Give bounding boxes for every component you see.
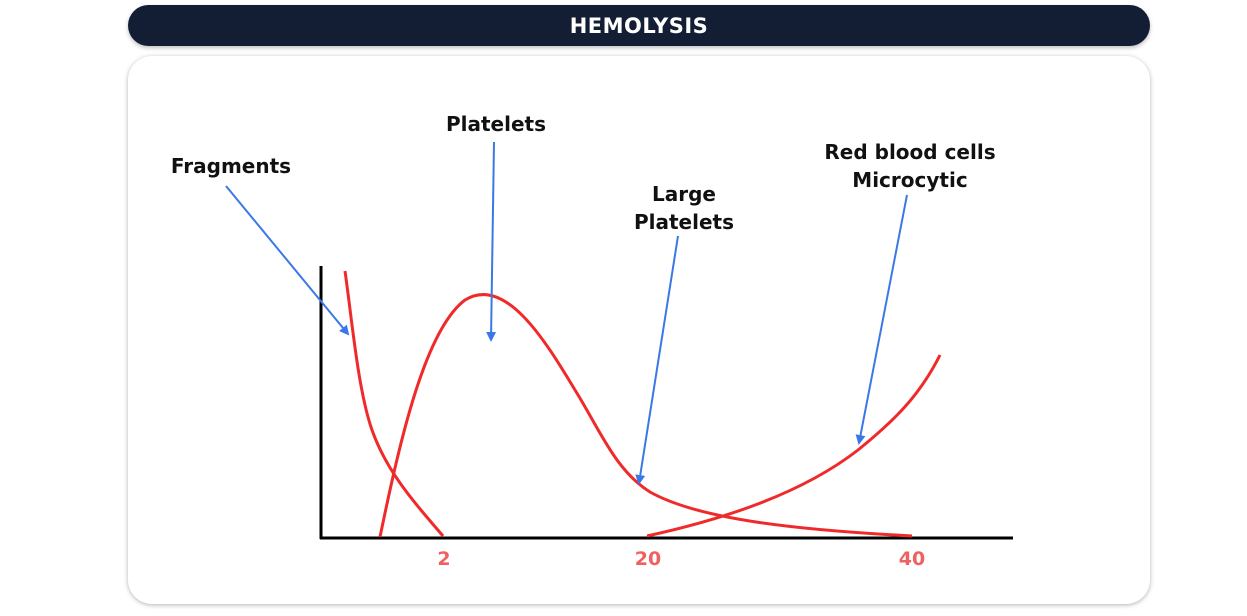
- large-platelets-label-line1: Large: [652, 182, 716, 206]
- platelets-curve: [378, 292, 913, 538]
- title-bar: HEMOLYSIS: [128, 5, 1150, 46]
- large-platelets-arrow: [635, 235, 679, 485]
- x-tick-label: 20: [635, 548, 661, 570]
- rbc-microcytic-arrow: [855, 194, 908, 445]
- rbc-microcytic-curve: [646, 354, 942, 538]
- platelets-arrow: [486, 141, 497, 342]
- fragments-arrow: [225, 185, 350, 336]
- rbc-label-line1: Red blood cells: [824, 140, 995, 164]
- platelets-label: Platelets: [446, 112, 546, 136]
- fragments-curve: [343, 270, 445, 537]
- large-platelets-label-line2: Platelets: [634, 210, 734, 234]
- page-title: HEMOLYSIS: [569, 13, 709, 38]
- rbc-label-line2: Microcytic: [852, 168, 967, 192]
- x-tick-label: 40: [899, 548, 925, 570]
- x-tick-label: 2: [437, 548, 450, 570]
- fragments-label: Fragments: [171, 154, 291, 178]
- diagram-card: [128, 56, 1150, 604]
